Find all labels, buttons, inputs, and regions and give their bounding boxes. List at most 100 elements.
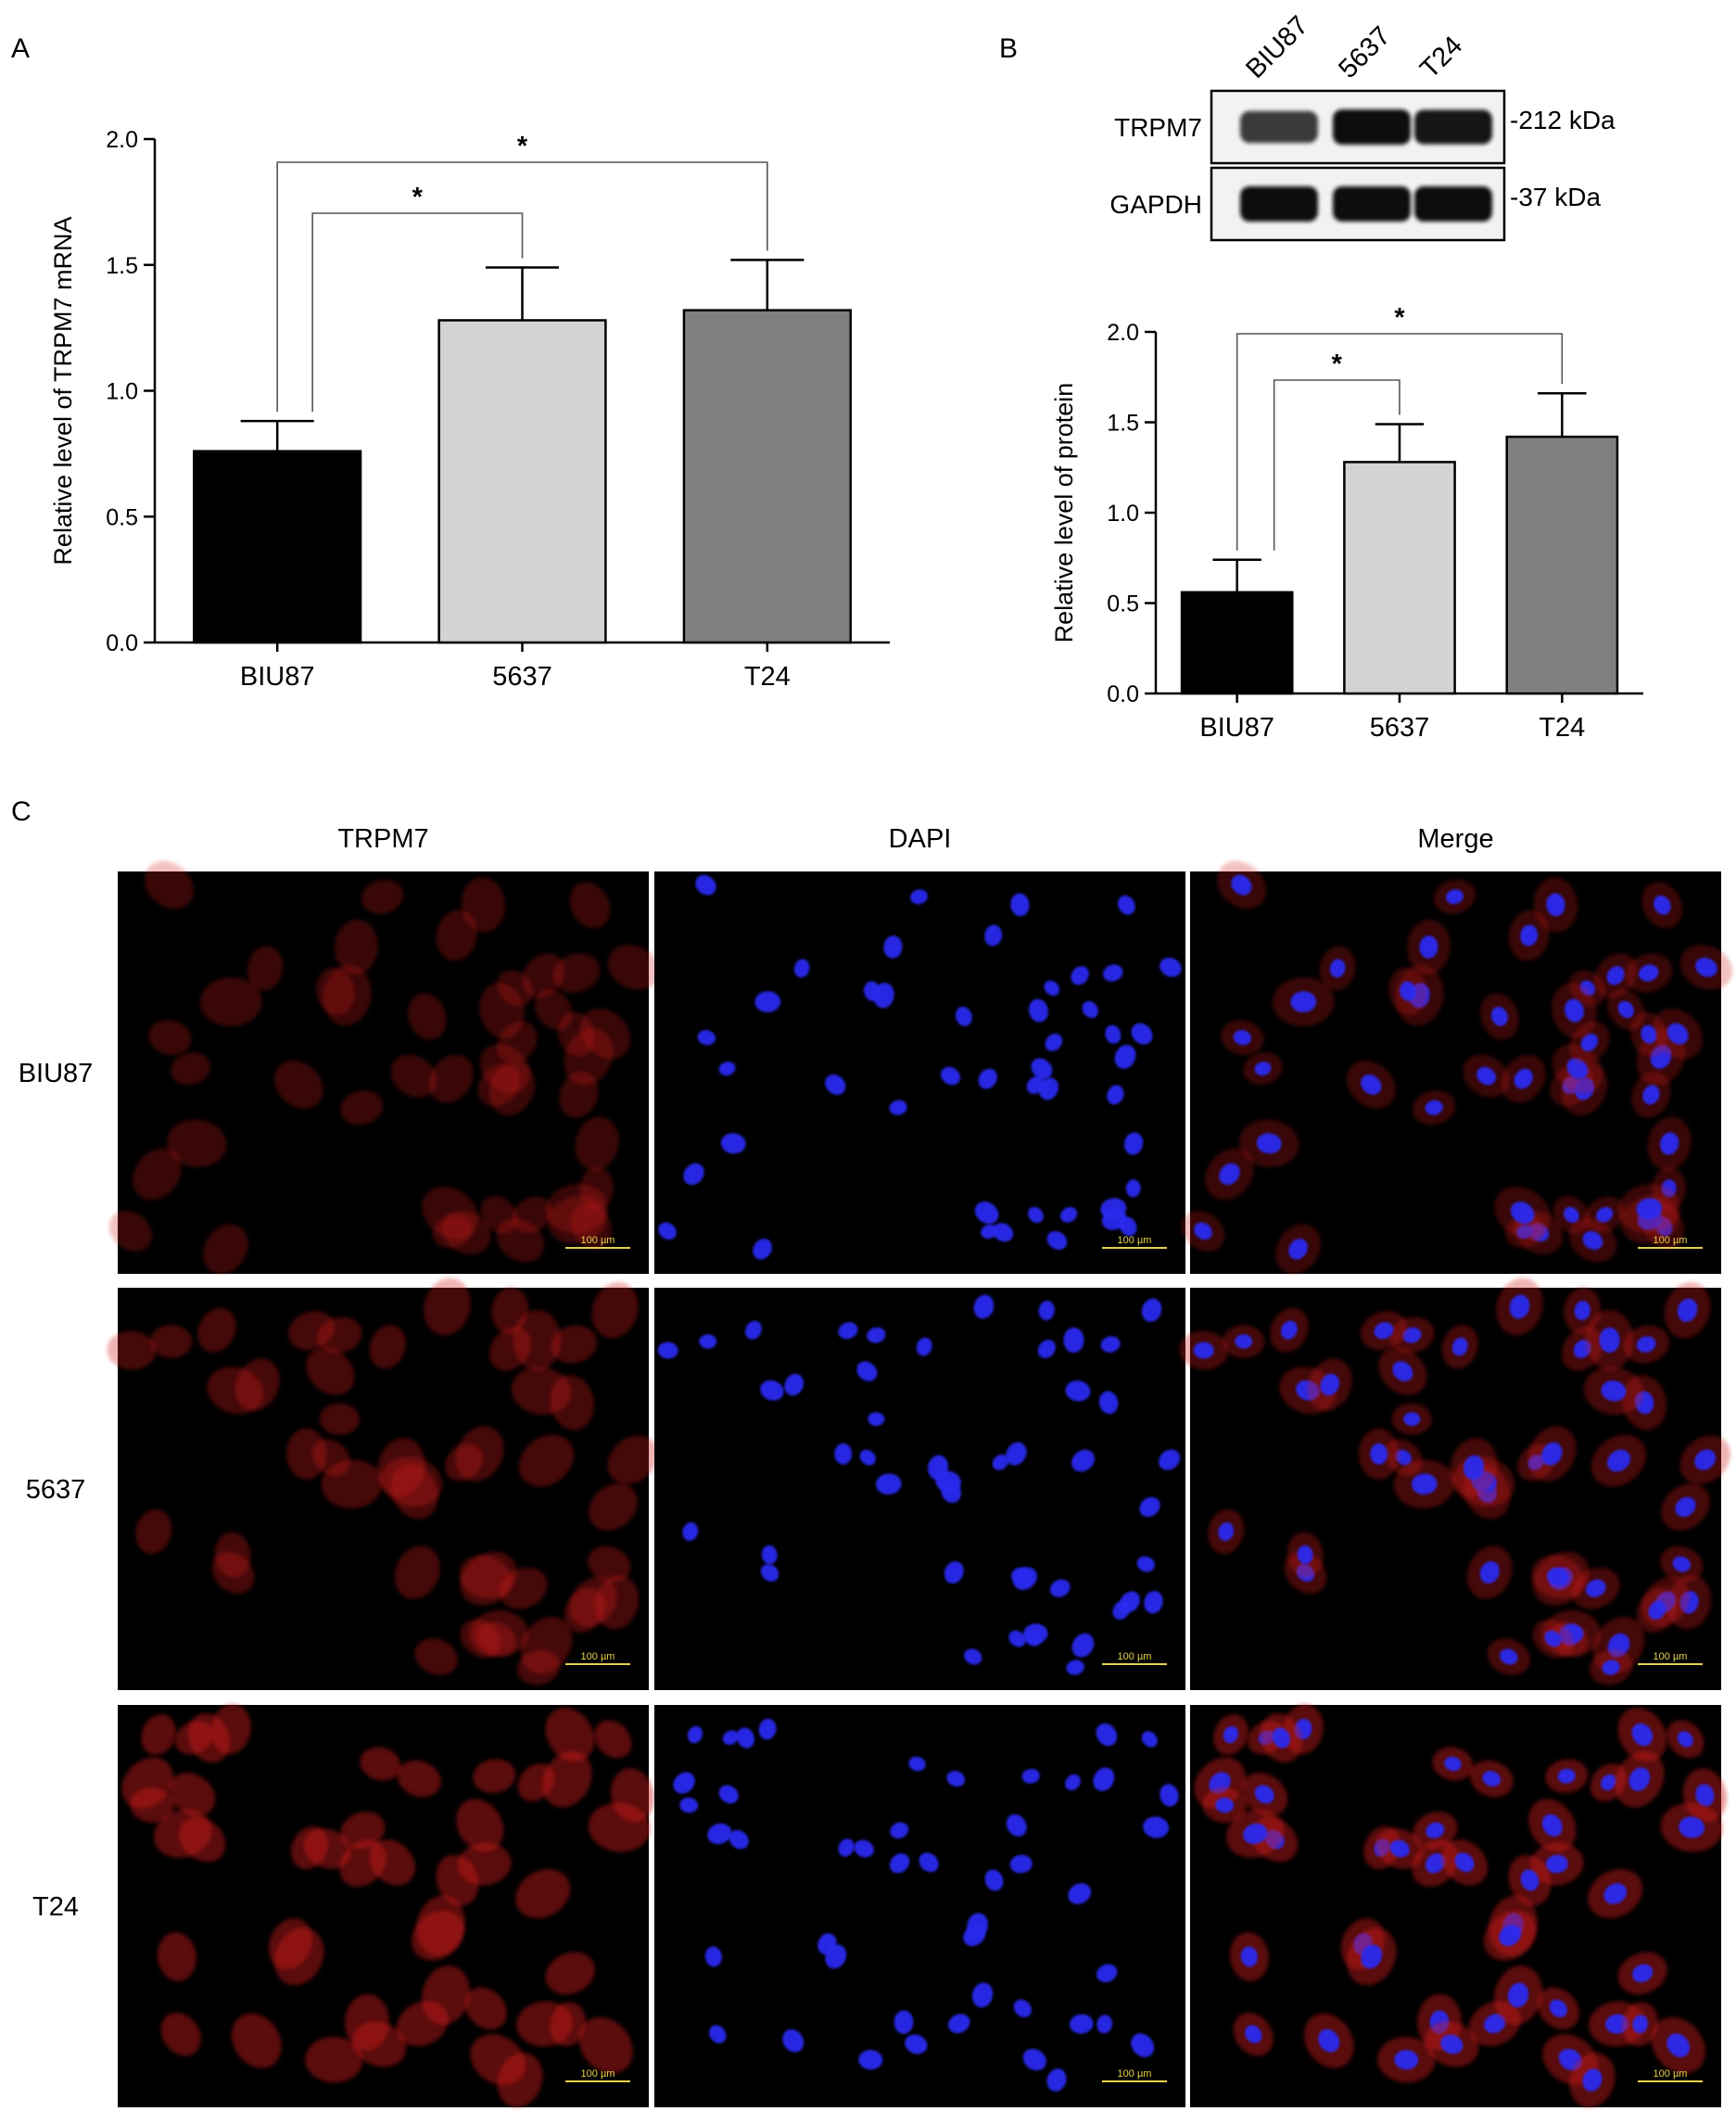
scale-bar-label: 100 µm [1654, 2068, 1688, 2079]
trpm7-signal [234, 1358, 280, 1411]
dapi-nucleus [1602, 1660, 1620, 1675]
dapi-nucleus [1636, 1198, 1663, 1220]
dapi-nucleus [1617, 1000, 1634, 1019]
trpm7-signal [496, 1218, 545, 1263]
dapi-nucleus [682, 1521, 699, 1542]
dapi-nucleus [1426, 1822, 1445, 1839]
trpm7-signal [422, 1186, 479, 1240]
trpm7-signal [316, 967, 355, 1015]
dapi-nucleus [1071, 1633, 1095, 1658]
dapi-nucleus [1272, 1727, 1291, 1749]
dapi-nucleus [657, 1342, 678, 1359]
dapi-nucleus [1231, 874, 1252, 896]
dapi-nucleus [1096, 1964, 1118, 1983]
dapi-nucleus [1254, 1062, 1272, 1076]
trpm7-signal [545, 1707, 595, 1762]
dapi-nucleus [1606, 966, 1625, 986]
x-tick-label: T24 [744, 662, 791, 692]
dapi-nucleus [1520, 924, 1539, 947]
dapi-nucleus [1549, 1999, 1567, 2017]
micro-tile-dapi-biu87: 100 µm [654, 871, 1185, 1274]
trpm7-signal [516, 1649, 561, 1685]
dapi-nucleus [1029, 998, 1049, 1023]
significance-bracket [311, 212, 524, 413]
dapi-nucleus [761, 1545, 778, 1565]
dapi-nucleus [1219, 1163, 1240, 1186]
dapi-nucleus [916, 1337, 932, 1356]
dapi-nucleus [1233, 1030, 1252, 1046]
dapi-nucleus [718, 1785, 739, 1804]
dapi-nucleus [1411, 1473, 1438, 1495]
trpm7-signal [564, 1587, 605, 1633]
trpm7-signal [550, 2002, 586, 2047]
trpm7-signal [460, 1619, 501, 1659]
micro-row-label: BIU87 [19, 1059, 94, 1088]
dapi-nucleus [753, 1239, 772, 1260]
trpm7-signal [459, 1555, 513, 1599]
dapi-nucleus [1060, 1206, 1078, 1223]
trpm7-signal [287, 1311, 336, 1351]
dapi-nucleus [875, 1473, 902, 1495]
y-tick-label: 0.0 [106, 630, 138, 656]
dapi-nucleus [1639, 964, 1659, 982]
blot-size-label: -37 kDa [1510, 183, 1601, 211]
dapi-nucleus [1500, 1648, 1518, 1665]
bar-5637 [437, 319, 607, 644]
dapi-nucleus [1544, 1630, 1562, 1647]
trpm7-signal [542, 1750, 592, 1808]
trpm7-signal [352, 2021, 407, 2067]
trpm7-signal [394, 1545, 440, 1599]
y-axis-label: Relative level of protein [1050, 383, 1078, 643]
dapi-nucleus [1215, 1797, 1235, 1813]
dapi-nucleus [927, 1455, 949, 1481]
dapi-nucleus [1235, 1334, 1253, 1349]
micro-column-header: DAPI [889, 824, 952, 854]
dapi-nucleus [758, 1718, 777, 1740]
trpm7-signal [436, 1854, 479, 1906]
dapi-nucleus [1392, 1361, 1413, 1381]
y-tick-label: 0.5 [1107, 591, 1139, 617]
trpm7-signal [340, 1812, 386, 1850]
dapi-nucleus [1141, 1731, 1158, 1748]
dapi-nucleus [1541, 1442, 1563, 1466]
trpm7-signal [414, 1638, 458, 1675]
dapi-nucleus [1419, 935, 1438, 959]
dapi-nucleus [893, 2010, 914, 2034]
trpm7-signal [455, 1426, 504, 1482]
dapi-nucleus [793, 959, 810, 978]
dapi-nucleus [856, 1361, 878, 1381]
y-tick-label: 2.0 [1107, 320, 1139, 346]
dapi-nucleus [1098, 1391, 1119, 1415]
dapi-nucleus [1290, 991, 1317, 1012]
dapi-nucleus [683, 1163, 704, 1186]
dapi-nucleus [1582, 2068, 1603, 2092]
dapi-nucleus [1541, 1813, 1563, 1837]
dapi-nucleus [1010, 893, 1030, 917]
dapi-nucleus [1096, 2015, 1112, 2034]
trpm7-signal [551, 1325, 598, 1364]
dapi-nucleus [905, 2034, 928, 2054]
trpm7-signal [552, 953, 601, 993]
dapi-nucleus [1046, 1230, 1068, 1251]
dapi-nucleus [1022, 2048, 1046, 2071]
dapi-nucleus [867, 1327, 886, 1343]
trpm7-signal [456, 1799, 504, 1852]
dapi-nucleus [1297, 1545, 1313, 1565]
scale-bar-label: 100 µm [1654, 1651, 1688, 1662]
dapi-nucleus [1141, 1298, 1162, 1322]
dapi-nucleus [1037, 1340, 1056, 1358]
dapi-nucleus [687, 1725, 703, 1744]
trpm7-signal [390, 1054, 437, 1098]
dapi-nucleus [784, 1373, 805, 1396]
dapi-nucleus [974, 1202, 999, 1225]
trpm7-signal [575, 1116, 619, 1171]
dapi-nucleus [1628, 1767, 1651, 1791]
dapi-nucleus [1093, 1767, 1115, 1791]
dapi-nucleus [1677, 1731, 1693, 1748]
y-tick-label: 2.0 [106, 127, 138, 153]
dapi-nucleus [1451, 1337, 1468, 1356]
y-tick-label: 1.0 [1107, 501, 1139, 527]
dapi-nucleus [1672, 1556, 1691, 1572]
bar-biu87 [193, 450, 362, 644]
